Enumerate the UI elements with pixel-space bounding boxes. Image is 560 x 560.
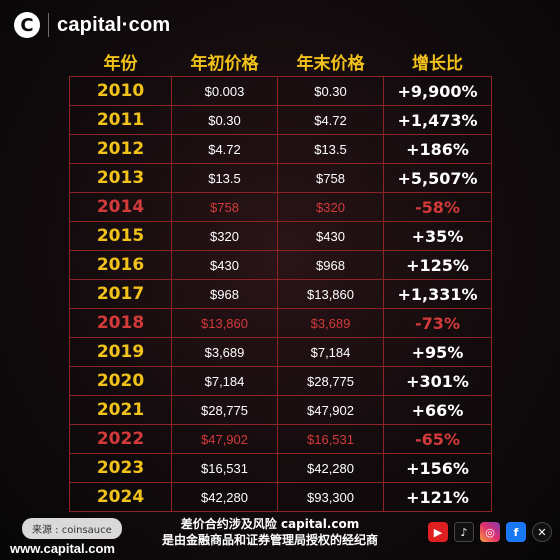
social-links: ▶ ♪ ◎ f ✕	[428, 522, 552, 542]
year-cell: 2017	[69, 279, 172, 309]
tiktok-icon[interactable]: ♪	[454, 522, 474, 542]
end-price-cell: $7,184	[277, 337, 384, 367]
year-cell: 2015	[69, 221, 172, 251]
growth-cell: +5,507%	[383, 163, 492, 193]
start-price-cell: $4.72	[171, 134, 278, 164]
table-row: 2013 $13.5 $758 +5,507%	[69, 163, 492, 193]
table-row: 2021 $28,775 $47,902 +66%	[69, 395, 492, 425]
growth-cell: +35%	[383, 221, 492, 251]
start-price-cell: $0.30	[171, 105, 278, 135]
end-price-cell: $3,689	[277, 308, 384, 338]
start-price-cell: $3,689	[171, 337, 278, 367]
start-price-cell: $7,184	[171, 366, 278, 396]
end-price-cell: $16,531	[277, 424, 384, 454]
header-growth: 增长比	[412, 53, 463, 73]
year-cell: 2012	[69, 134, 172, 164]
growth-cell: +186%	[383, 134, 492, 164]
table-row: 2012 $4.72 $13.5 +186%	[69, 134, 492, 164]
facebook-icon[interactable]: f	[506, 522, 526, 542]
year-cell: 2018	[69, 308, 172, 338]
table-row: 2014 $758 $320 -58%	[69, 192, 492, 222]
growth-cell: +1,331%	[383, 279, 492, 309]
brand-name: capital·com	[57, 13, 171, 36]
growth-cell: +121%	[383, 482, 492, 512]
growth-cell: +156%	[383, 453, 492, 483]
risk-disclaimer: 差价合约涉及风险 capital.com 是由金融商品和证券管理局授权的经纪商	[150, 516, 390, 548]
disclaimer-line-2: 是由金融商品和证券管理局授权的经纪商	[161, 533, 378, 547]
end-price-cell: $47,902	[277, 395, 384, 425]
end-price-cell: $13.5	[277, 134, 384, 164]
start-price-cell: $968	[171, 279, 278, 309]
table-row: 2018 $13,860 $3,689 -73%	[69, 308, 492, 338]
end-price-cell: $13,860	[277, 279, 384, 309]
year-cell: 2024	[69, 482, 172, 512]
year-cell: 2021	[69, 395, 172, 425]
logo-divider	[48, 13, 49, 37]
table-row: 2011 $0.30 $4.72 +1,473%	[69, 105, 492, 135]
table-row: 2022 $47,902 $16,531 -65%	[69, 424, 492, 454]
start-price-cell: $28,775	[171, 395, 278, 425]
start-price-cell: $47,902	[171, 424, 278, 454]
table-row: 2020 $7,184 $28,775 +301%	[69, 366, 492, 396]
start-price-cell: $430	[171, 250, 278, 280]
start-price-cell: $758	[171, 192, 278, 222]
end-price-cell: $93,300	[277, 482, 384, 512]
year-cell: 2016	[69, 250, 172, 280]
year-cell: 2013	[69, 163, 172, 193]
table-row: 2015 $320 $430 +35%	[69, 221, 492, 251]
start-price-cell: $16,531	[171, 453, 278, 483]
disclaimer-line-1: 差价合约涉及风险 capital.com	[180, 517, 360, 531]
capital-com-logo: C capital·com	[14, 12, 170, 38]
website-link[interactable]: www.capital.com	[10, 541, 115, 556]
start-price-cell: $320	[171, 221, 278, 251]
year-cell: 2020	[69, 366, 172, 396]
table-row: 2024 $42,280 $93,300 +121%	[69, 482, 492, 512]
header-year: 年份	[103, 53, 138, 73]
table-header-row: 年份 年初价格 年末价格 增长比	[70, 46, 492, 77]
source-badge: 来源 : coinsauce	[22, 518, 122, 539]
end-price-cell: $968	[277, 250, 384, 280]
year-cell: 2023	[69, 453, 172, 483]
end-price-cell: $320	[277, 192, 384, 222]
growth-cell: +1,473%	[383, 105, 492, 135]
growth-cell: +301%	[383, 366, 492, 396]
year-cell: 2010	[69, 76, 172, 106]
growth-cell: -58%	[383, 192, 492, 222]
end-price-cell: $0.30	[277, 76, 384, 106]
price-table: 年份 年初价格 年末价格 增长比 2010 $0.003 $0.30 +9,900% 2…	[69, 46, 492, 512]
table-row: 2016 $430 $968 +125%	[69, 250, 492, 280]
year-cell: 2011	[69, 105, 172, 135]
start-price-cell: $13,860	[171, 308, 278, 338]
instagram-icon[interactable]: ◎	[480, 522, 500, 542]
x-icon[interactable]: ✕	[532, 522, 552, 542]
header-end-price: 年末价格	[296, 53, 365, 73]
year-cell: 2014	[69, 192, 172, 222]
table-row: 2019 $3,689 $7,184 +95%	[69, 337, 492, 367]
end-price-cell: $42,280	[277, 453, 384, 483]
start-price-cell: $13.5	[171, 163, 278, 193]
year-cell: 2019	[69, 337, 172, 367]
table-body: 2010 $0.003 $0.30 +9,900% 2011 $0.30 $4.72 +1,4…	[69, 76, 492, 512]
start-price-cell: $0.003	[171, 76, 278, 106]
end-price-cell: $430	[277, 221, 384, 251]
end-price-cell: $4.72	[277, 105, 384, 135]
growth-cell: -65%	[383, 424, 492, 454]
table-row: 2010 $0.003 $0.30 +9,900%	[69, 76, 492, 106]
header-start-price: 年初价格	[190, 53, 259, 73]
year-cell: 2022	[69, 424, 172, 454]
table-row: 2023 $16,531 $42,280 +156%	[69, 453, 492, 483]
growth-cell: +66%	[383, 395, 492, 425]
growth-cell: +9,900%	[383, 76, 492, 106]
growth-cell: -73%	[383, 308, 492, 338]
growth-cell: +125%	[383, 250, 492, 280]
growth-cell: +95%	[383, 337, 492, 367]
start-price-cell: $42,280	[171, 482, 278, 512]
youtube-icon[interactable]: ▶	[428, 522, 448, 542]
end-price-cell: $28,775	[277, 366, 384, 396]
capital-logo-icon: C	[14, 12, 40, 38]
table-row: 2017 $968 $13,860 +1,331%	[69, 279, 492, 309]
end-price-cell: $758	[277, 163, 384, 193]
